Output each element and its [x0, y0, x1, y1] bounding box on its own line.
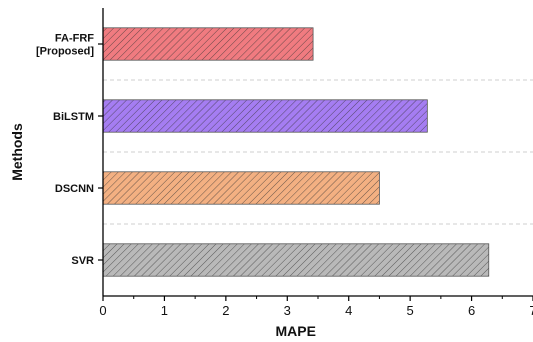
bar-bilstm [102, 99, 428, 133]
x-tick-label: 4 [345, 303, 352, 318]
category-labels: FA-FRF [Proposed] BiLSTM DSCNN SVR [36, 33, 103, 267]
category-label: BiLSTM [53, 111, 94, 123]
bars [102, 27, 490, 277]
y-axis-title: Methods [9, 123, 25, 181]
grid-lines [103, 79, 533, 225]
category-label: DSCNN [55, 183, 94, 195]
x-tick-label: 3 [284, 303, 291, 318]
x-tick-label: 7 [529, 303, 533, 318]
bar-dscnn [102, 171, 380, 205]
x-tick-label: 1 [161, 303, 168, 318]
x-tick-label: 0 [99, 303, 106, 318]
bar-fa-frf [102, 27, 314, 61]
x-axis-title: MAPE [275, 323, 315, 339]
category-label: FA-FRF [Proposed] [36, 33, 94, 58]
category-label: SVR [71, 255, 94, 267]
bar-svr [102, 243, 490, 277]
x-tick-label: 6 [468, 303, 475, 318]
x-ticks: 0 1 2 3 4 5 6 7 [99, 296, 533, 318]
x-tick-label: 5 [407, 303, 414, 318]
x-tick-label: 2 [222, 303, 229, 318]
